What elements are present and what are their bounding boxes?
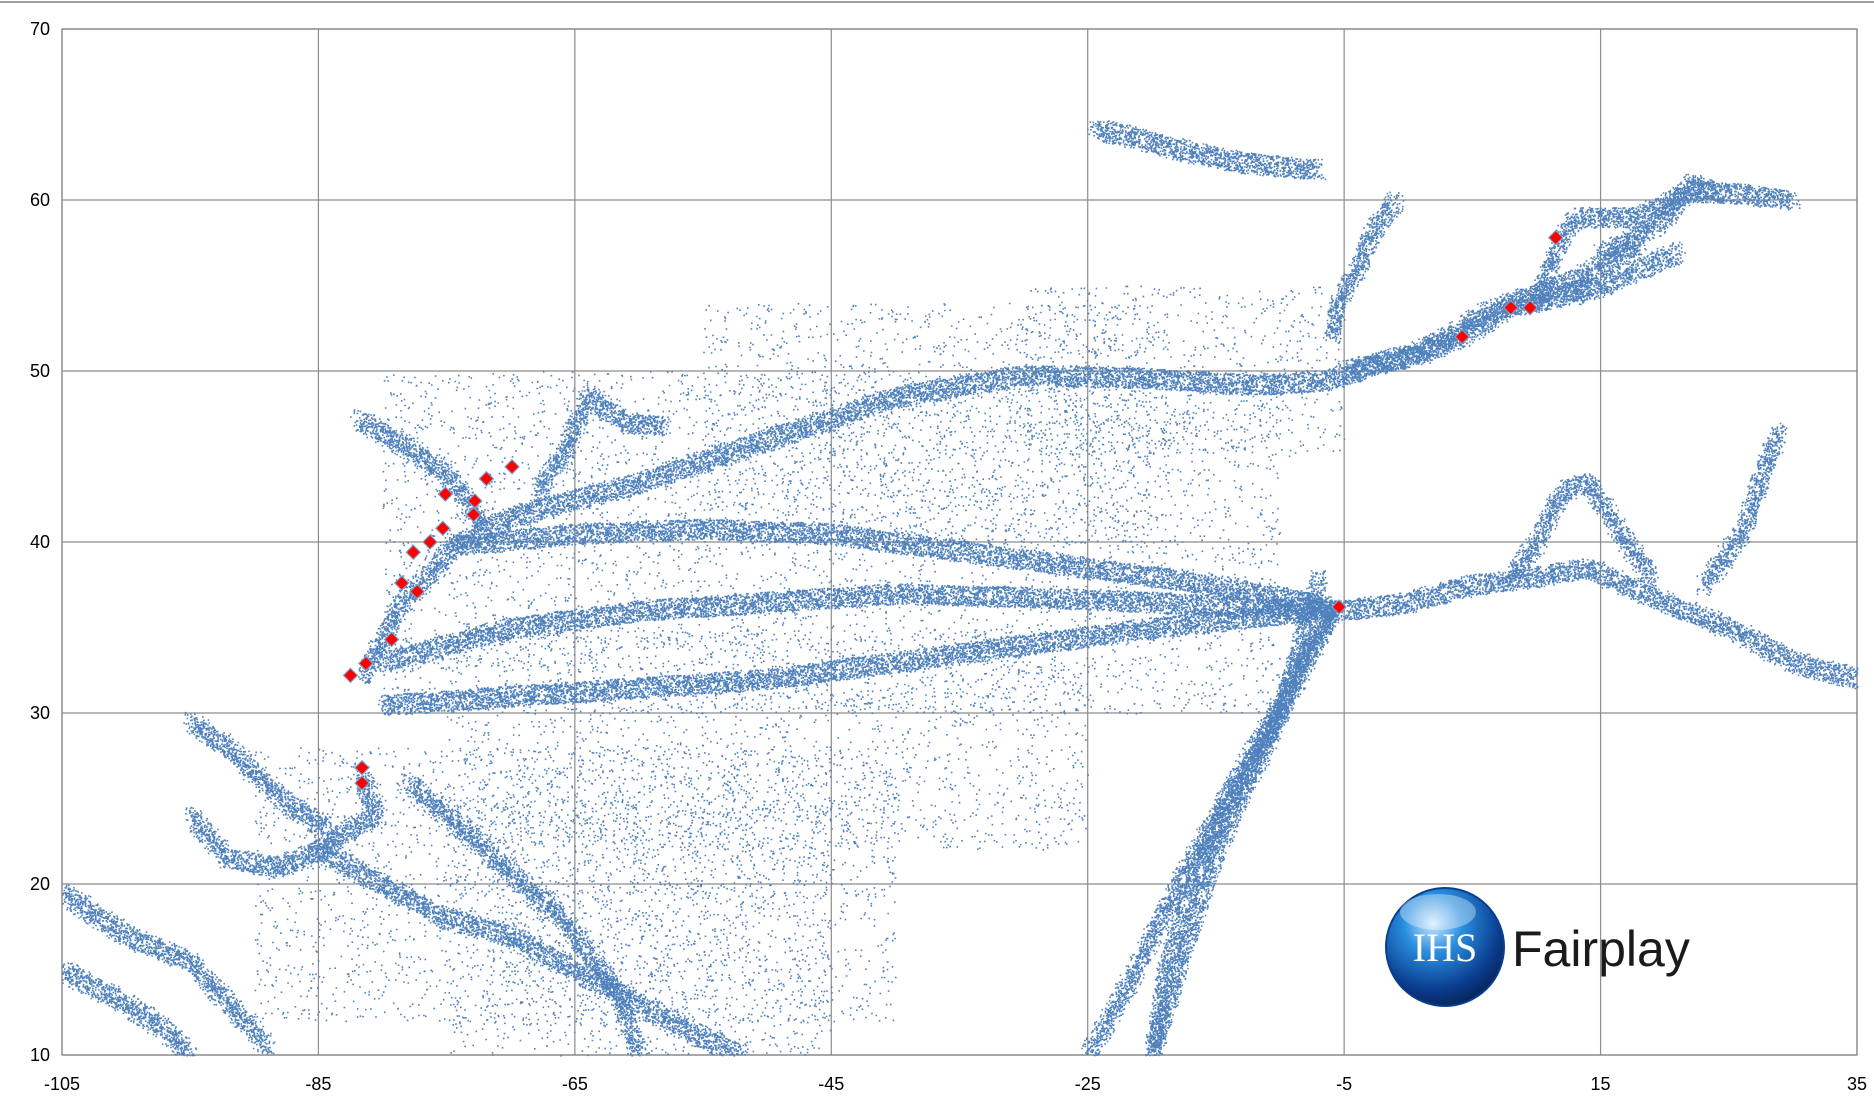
y-tick-label: 70 bbox=[30, 19, 50, 39]
port-marker bbox=[358, 655, 374, 672]
port-marker bbox=[467, 493, 483, 509]
port-marker bbox=[478, 470, 495, 487]
plot-area bbox=[61, 28, 1858, 1056]
y-tick-label: 30 bbox=[30, 703, 50, 723]
ship-position-dots bbox=[62, 120, 1859, 1057]
port-marker bbox=[465, 506, 482, 523]
series-ports bbox=[342, 229, 1564, 791]
port-marker bbox=[409, 583, 426, 600]
x-tick-label: -45 bbox=[818, 1074, 844, 1094]
series-ship-positions bbox=[62, 120, 1859, 1057]
x-tick-label: -5 bbox=[1336, 1074, 1352, 1094]
port-marker bbox=[1331, 599, 1347, 615]
x-tick-label: -105 bbox=[44, 1074, 80, 1094]
y-tick-label: 10 bbox=[30, 1045, 50, 1065]
port-marker bbox=[393, 575, 410, 591]
port-marker bbox=[434, 520, 451, 537]
x-tick-label: -85 bbox=[305, 1074, 331, 1094]
y-axis-tick-labels: 10 20 30 40 50 60 70 bbox=[30, 19, 50, 1065]
x-tick-label: 15 bbox=[1591, 1074, 1611, 1094]
logo-brand-text: Fairplay bbox=[1512, 921, 1690, 977]
y-tick-label: 40 bbox=[30, 532, 50, 552]
port-marker bbox=[422, 534, 438, 550]
x-tick-label: -65 bbox=[562, 1074, 588, 1094]
y-tick-label: 50 bbox=[30, 361, 50, 381]
port-marker bbox=[1502, 299, 1519, 316]
port-marker bbox=[354, 759, 370, 776]
y-tick-label: 60 bbox=[30, 190, 50, 210]
port-marker bbox=[354, 775, 370, 791]
port-marker bbox=[1547, 229, 1564, 246]
port-marker bbox=[383, 631, 400, 648]
port-marker bbox=[1522, 299, 1538, 316]
logo-highlight bbox=[1400, 894, 1476, 930]
ihs-fairplay-logo: IHS Fairplay bbox=[1385, 887, 1690, 1007]
plot-frame bbox=[61, 28, 1858, 1056]
port-marker bbox=[437, 486, 454, 502]
logo-mark-text: IHS bbox=[1413, 925, 1477, 970]
y-tick-label: 20 bbox=[30, 874, 50, 894]
port-marker bbox=[504, 458, 520, 475]
x-tick-label: 35 bbox=[1847, 1074, 1867, 1094]
x-axis-tick-labels: -105 -85 -65 -45 -25 -5 15 35 bbox=[44, 1074, 1867, 1094]
ihs-logo-icon bbox=[1385, 887, 1505, 1007]
port-marker bbox=[342, 667, 359, 684]
x-tick-label: -25 bbox=[1075, 1074, 1101, 1094]
port-marker bbox=[405, 544, 422, 561]
port-marker bbox=[1454, 328, 1470, 345]
